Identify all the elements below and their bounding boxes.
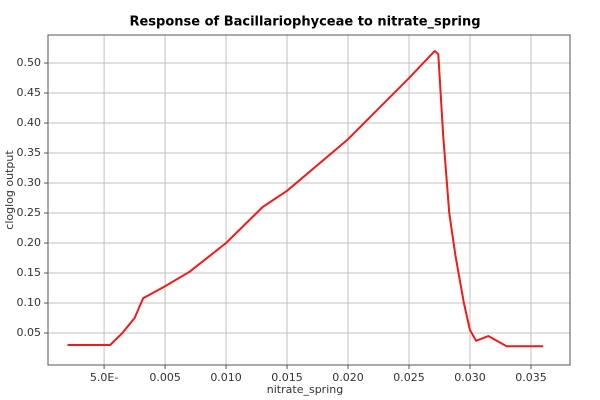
x-axis-label: nitrate_spring [267,383,343,396]
y-tick-label: 0.20 [17,236,42,249]
x-tick-label: 0.020 [332,371,364,384]
y-tick-label: 0.05 [17,326,42,339]
y-tick-label: 0.15 [17,266,42,279]
y-axis-label: cloglog output [3,150,16,230]
x-tick-label: 0.010 [210,371,242,384]
x-tick-label: 0.015 [271,371,303,384]
y-tick-label: 0.30 [17,176,42,189]
line [67,50,544,348]
x-tick-label: 0.025 [393,371,425,384]
plot-frame [47,34,571,366]
y-tick-label: 0.10 [17,296,42,309]
y-tick-label: 0.35 [17,146,42,159]
chart-title: Response of Bacillariophyceae to nitrate… [129,15,480,30]
x-tick-label: 0.005 [149,371,181,384]
y-tick-label: 0.40 [17,116,42,129]
x-tick-label: 5.0E- [90,371,118,384]
x-tick-label: 0.030 [454,371,486,384]
y-tick-label: 0.45 [17,86,42,99]
y-tick-label: 0.50 [17,56,42,69]
x-tick-label: 0.035 [515,371,547,384]
y-tick-label: 0.25 [17,206,42,219]
